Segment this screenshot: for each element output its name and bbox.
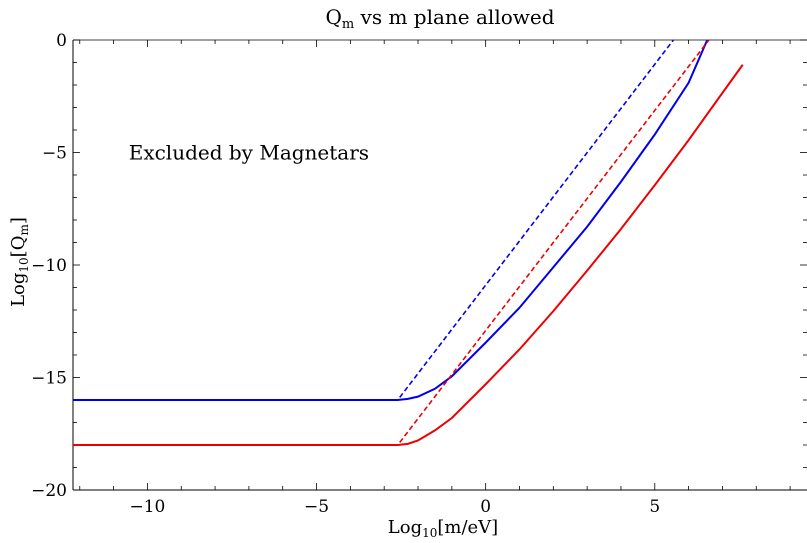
x-axis-label: Log10[m/eV]: [388, 517, 498, 540]
red-dashed-line: [73, 39, 710, 446]
y-axis-label: Log10[Qm]: [8, 217, 31, 307]
x-tick-label: 5: [649, 497, 660, 517]
excluded-region-annotation: Excluded by Magnetars: [129, 141, 369, 165]
y-tick-label: −5: [42, 144, 67, 164]
blue-dashed-line: [73, 39, 675, 401]
y-tick-label: −10: [31, 256, 67, 276]
y-tick-label: 0: [56, 31, 67, 51]
chart-title: Qm vs m plane allowed: [325, 5, 554, 32]
x-tick-label: −10: [129, 497, 165, 517]
x-tick-label: 0: [480, 497, 491, 517]
y-tick-label: −15: [31, 369, 67, 389]
x-tick-label: −5: [304, 497, 329, 517]
blue-solid-line: [73, 39, 709, 401]
y-tick-label: −20: [31, 481, 67, 501]
